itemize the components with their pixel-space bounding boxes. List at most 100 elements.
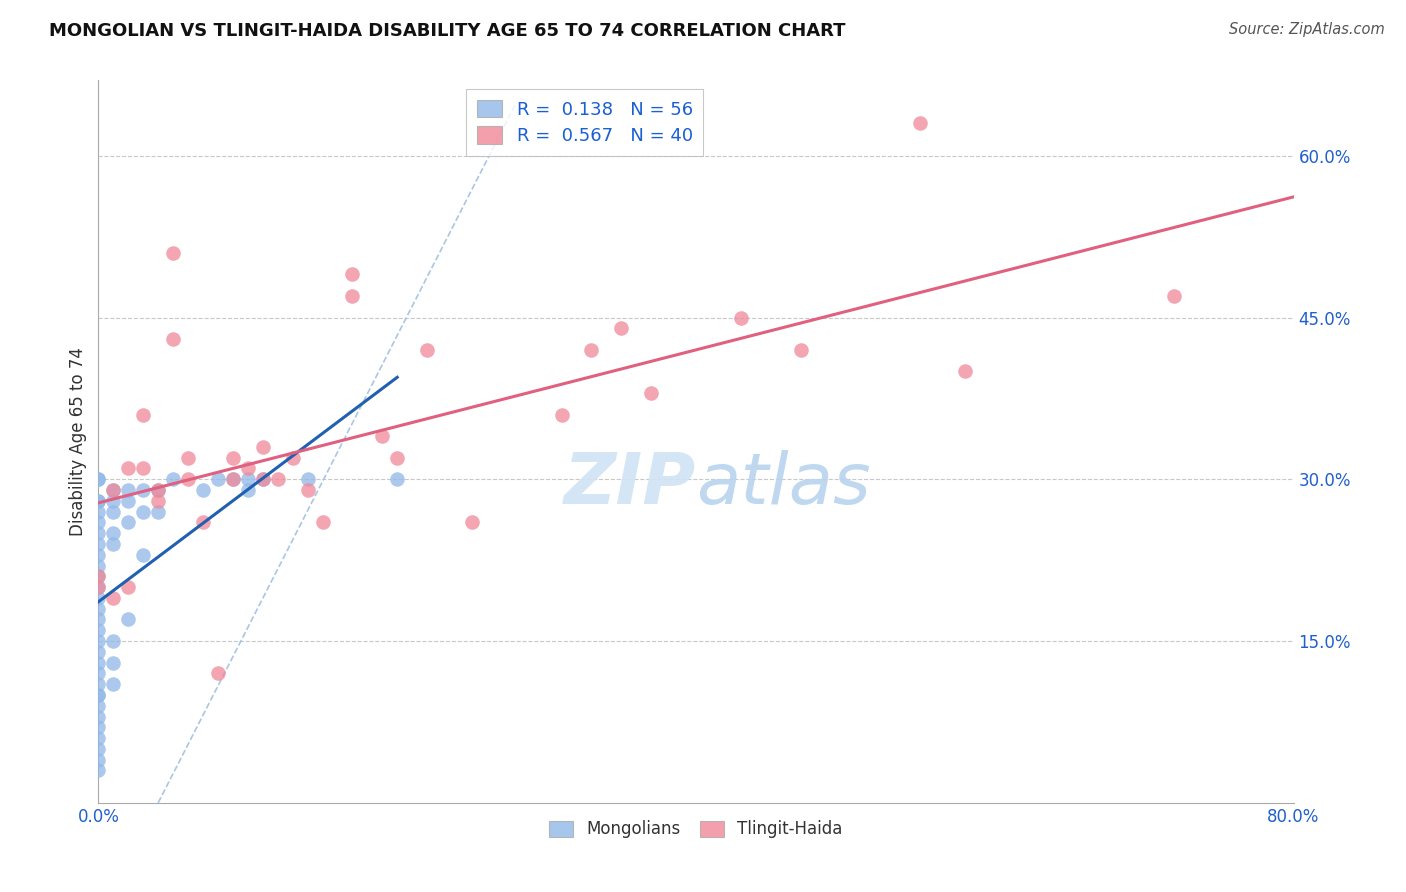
Point	[87, 666, 110, 681]
Point	[103, 591, 125, 605]
Point	[132, 505, 155, 519]
Point	[640, 386, 662, 401]
Point	[252, 472, 274, 486]
Point	[87, 558, 110, 573]
Point	[177, 472, 200, 486]
Point	[236, 483, 259, 497]
Point	[252, 472, 274, 486]
Point	[117, 461, 139, 475]
Point	[342, 289, 364, 303]
Point	[236, 472, 259, 486]
Point	[252, 440, 274, 454]
Point	[117, 516, 139, 530]
Point	[87, 764, 110, 778]
Point	[87, 472, 110, 486]
Point	[222, 450, 245, 465]
Point	[87, 624, 110, 638]
Point	[236, 461, 259, 475]
Text: ZIP: ZIP	[564, 450, 696, 519]
Point	[87, 569, 110, 583]
Point	[132, 483, 155, 497]
Point	[87, 688, 110, 702]
Point	[103, 634, 125, 648]
Point	[103, 656, 125, 670]
Point	[103, 483, 125, 497]
Point	[87, 580, 110, 594]
Point	[87, 537, 110, 551]
Point	[207, 472, 229, 486]
Point	[87, 472, 110, 486]
Point	[117, 483, 139, 497]
Text: MONGOLIAN VS TLINGIT-HAIDA DISABILITY AGE 65 TO 74 CORRELATION CHART: MONGOLIAN VS TLINGIT-HAIDA DISABILITY AG…	[49, 22, 846, 40]
Point	[789, 343, 811, 357]
Point	[87, 709, 110, 723]
Point	[908, 116, 931, 130]
Point	[103, 677, 125, 691]
Point	[87, 677, 110, 691]
Point	[148, 505, 170, 519]
Point	[103, 505, 125, 519]
Legend: Mongolians, Tlingit-Haida: Mongolians, Tlingit-Haida	[543, 814, 849, 845]
Point	[87, 548, 110, 562]
Point	[117, 580, 139, 594]
Text: atlas: atlas	[696, 450, 870, 519]
Point	[87, 645, 110, 659]
Point	[311, 516, 333, 530]
Point	[281, 450, 304, 465]
Point	[222, 472, 245, 486]
Point	[191, 516, 214, 530]
Point	[87, 493, 110, 508]
Point	[87, 591, 110, 605]
Point	[267, 472, 290, 486]
Point	[297, 472, 319, 486]
Point	[461, 516, 484, 530]
Point	[177, 450, 200, 465]
Point	[87, 493, 110, 508]
Point	[371, 429, 394, 443]
Point	[87, 720, 110, 734]
Point	[87, 580, 110, 594]
Point	[162, 472, 184, 486]
Point	[87, 505, 110, 519]
Point	[87, 516, 110, 530]
Point	[222, 472, 245, 486]
Point	[117, 612, 139, 626]
Point	[132, 408, 155, 422]
Point	[87, 742, 110, 756]
Point	[103, 493, 125, 508]
Point	[207, 666, 229, 681]
Point	[550, 408, 572, 422]
Point	[87, 634, 110, 648]
Point	[191, 483, 214, 497]
Point	[132, 461, 155, 475]
Point	[87, 698, 110, 713]
Point	[416, 343, 439, 357]
Point	[87, 731, 110, 745]
Point	[87, 526, 110, 541]
Point	[148, 483, 170, 497]
Point	[581, 343, 603, 357]
Point	[132, 548, 155, 562]
Point	[103, 526, 125, 541]
Point	[162, 332, 184, 346]
Point	[87, 612, 110, 626]
Point	[103, 483, 125, 497]
Point	[953, 364, 976, 378]
Y-axis label: Disability Age 65 to 74: Disability Age 65 to 74	[69, 347, 87, 536]
Point	[148, 483, 170, 497]
Point	[103, 537, 125, 551]
Point	[148, 493, 170, 508]
Point	[342, 268, 364, 282]
Text: Source: ZipAtlas.com: Source: ZipAtlas.com	[1229, 22, 1385, 37]
Point	[162, 245, 184, 260]
Point	[610, 321, 633, 335]
Point	[730, 310, 752, 325]
Point	[117, 493, 139, 508]
Point	[87, 688, 110, 702]
Point	[385, 450, 409, 465]
Point	[87, 753, 110, 767]
Point	[87, 656, 110, 670]
Point	[297, 483, 319, 497]
Point	[385, 472, 409, 486]
Point	[1163, 289, 1185, 303]
